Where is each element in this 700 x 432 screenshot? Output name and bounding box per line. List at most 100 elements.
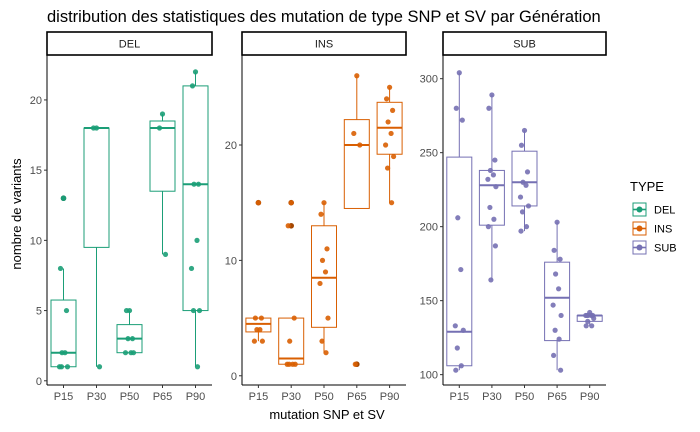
box-body bbox=[278, 317, 305, 365]
data-point bbox=[454, 345, 460, 351]
data-point bbox=[556, 336, 562, 342]
data-point bbox=[456, 70, 462, 76]
y-tick-label: 5 bbox=[36, 306, 42, 318]
panel-ins: INS 0 10 20 P15 P30 P50 P65 P90 bbox=[225, 31, 407, 403]
x-tick-label: P65 bbox=[347, 391, 367, 403]
data-point bbox=[125, 336, 131, 342]
data-point bbox=[518, 142, 525, 148]
legend-item-del: DEL bbox=[632, 202, 675, 217]
box-body bbox=[311, 225, 337, 328]
data-point bbox=[319, 257, 326, 263]
data-point bbox=[491, 216, 497, 222]
data-point bbox=[291, 315, 297, 321]
data-point bbox=[589, 323, 595, 329]
box-body bbox=[343, 119, 370, 209]
y-tick-label: 100 bbox=[420, 370, 438, 382]
data-point bbox=[96, 364, 103, 370]
data-point bbox=[259, 338, 265, 344]
data-point bbox=[130, 350, 137, 356]
legend-item-ins: INS bbox=[632, 221, 672, 236]
x-tick-label: P50 bbox=[120, 391, 140, 403]
data-point bbox=[551, 352, 557, 359]
data-point bbox=[351, 130, 357, 137]
box-ins-p50 bbox=[311, 202, 337, 353]
data-point bbox=[550, 302, 556, 308]
legend-label: SUB bbox=[654, 243, 677, 255]
y-tick-label: 20 bbox=[30, 95, 42, 107]
data-point bbox=[318, 211, 324, 217]
facet-panels: DEL 0 5 10 15 20 P15 P30 P50 P65 P90 INS 0 10 20 P15 P30… bbox=[30, 31, 607, 403]
data-point bbox=[553, 271, 559, 277]
data-point bbox=[322, 269, 329, 275]
data-point bbox=[523, 182, 529, 188]
data-point bbox=[558, 312, 564, 319]
data-point bbox=[255, 200, 261, 206]
data-point bbox=[455, 215, 461, 221]
strip-del bbox=[46, 31, 213, 56]
x-tick-label: P65 bbox=[547, 391, 567, 403]
box-del-p50 bbox=[116, 310, 143, 354]
data-point bbox=[388, 130, 394, 137]
data-point bbox=[292, 361, 298, 367]
y-tick-label: 20 bbox=[225, 140, 237, 152]
data-point bbox=[556, 286, 562, 292]
data-point bbox=[252, 315, 258, 321]
y-tick-label: 150 bbox=[420, 296, 438, 308]
data-point bbox=[518, 228, 524, 234]
box-body bbox=[50, 299, 77, 368]
data-point bbox=[60, 195, 67, 201]
box-sub-p15 bbox=[446, 72, 473, 371]
data-point bbox=[251, 338, 257, 344]
data-point bbox=[258, 315, 264, 321]
data-point bbox=[387, 84, 393, 90]
data-point bbox=[460, 327, 466, 333]
data-point bbox=[286, 361, 292, 367]
panel-sub: SUB 100 150 200 250 300 P15 P30 P50 P65 P90 bbox=[420, 31, 607, 403]
box-del-p65 bbox=[149, 113, 176, 255]
data-point bbox=[583, 312, 589, 319]
box-sub-p30 bbox=[478, 94, 505, 280]
strip-ins bbox=[241, 31, 407, 56]
strip-label: DEL bbox=[119, 39, 140, 51]
y-tick-label: 0 bbox=[231, 371, 237, 383]
data-point bbox=[319, 338, 325, 344]
data-point bbox=[352, 361, 358, 367]
data-point bbox=[390, 107, 396, 113]
data-point bbox=[129, 336, 136, 342]
data-point bbox=[194, 237, 200, 243]
legend-title: TYPE bbox=[630, 179, 664, 194]
box-body bbox=[245, 317, 272, 333]
data-point bbox=[524, 169, 531, 175]
data-point bbox=[383, 142, 389, 148]
data-point bbox=[190, 307, 197, 314]
data-point bbox=[64, 364, 71, 370]
data-point bbox=[62, 350, 68, 356]
x-tick-label: P90 bbox=[186, 391, 206, 403]
y-tick-label: 200 bbox=[420, 222, 438, 234]
box-ins-p15 bbox=[245, 199, 272, 342]
data-point bbox=[523, 224, 530, 230]
box-body bbox=[511, 150, 538, 207]
data-point bbox=[194, 364, 201, 370]
data-point bbox=[321, 200, 327, 206]
x-tick-label: P30 bbox=[281, 391, 301, 403]
data-point bbox=[288, 200, 294, 206]
box-body bbox=[182, 85, 209, 312]
data-point bbox=[162, 251, 169, 258]
legend-item-sub: SUB bbox=[632, 240, 677, 255]
box-body bbox=[83, 127, 110, 248]
legend-label: INS bbox=[654, 224, 672, 236]
box-body bbox=[446, 156, 473, 367]
x-tick-label: P50 bbox=[515, 391, 535, 403]
data-point bbox=[552, 327, 558, 333]
box-del-p90 bbox=[182, 71, 209, 367]
x-tick-label: P30 bbox=[482, 391, 502, 403]
data-point bbox=[493, 184, 499, 190]
data-point bbox=[551, 247, 557, 253]
chart-title: distribution des statistiques des mutati… bbox=[47, 8, 601, 26]
data-point bbox=[492, 157, 498, 163]
data-point bbox=[323, 350, 329, 356]
data-point bbox=[488, 277, 494, 283]
x-tick-label: P15 bbox=[54, 391, 74, 403]
